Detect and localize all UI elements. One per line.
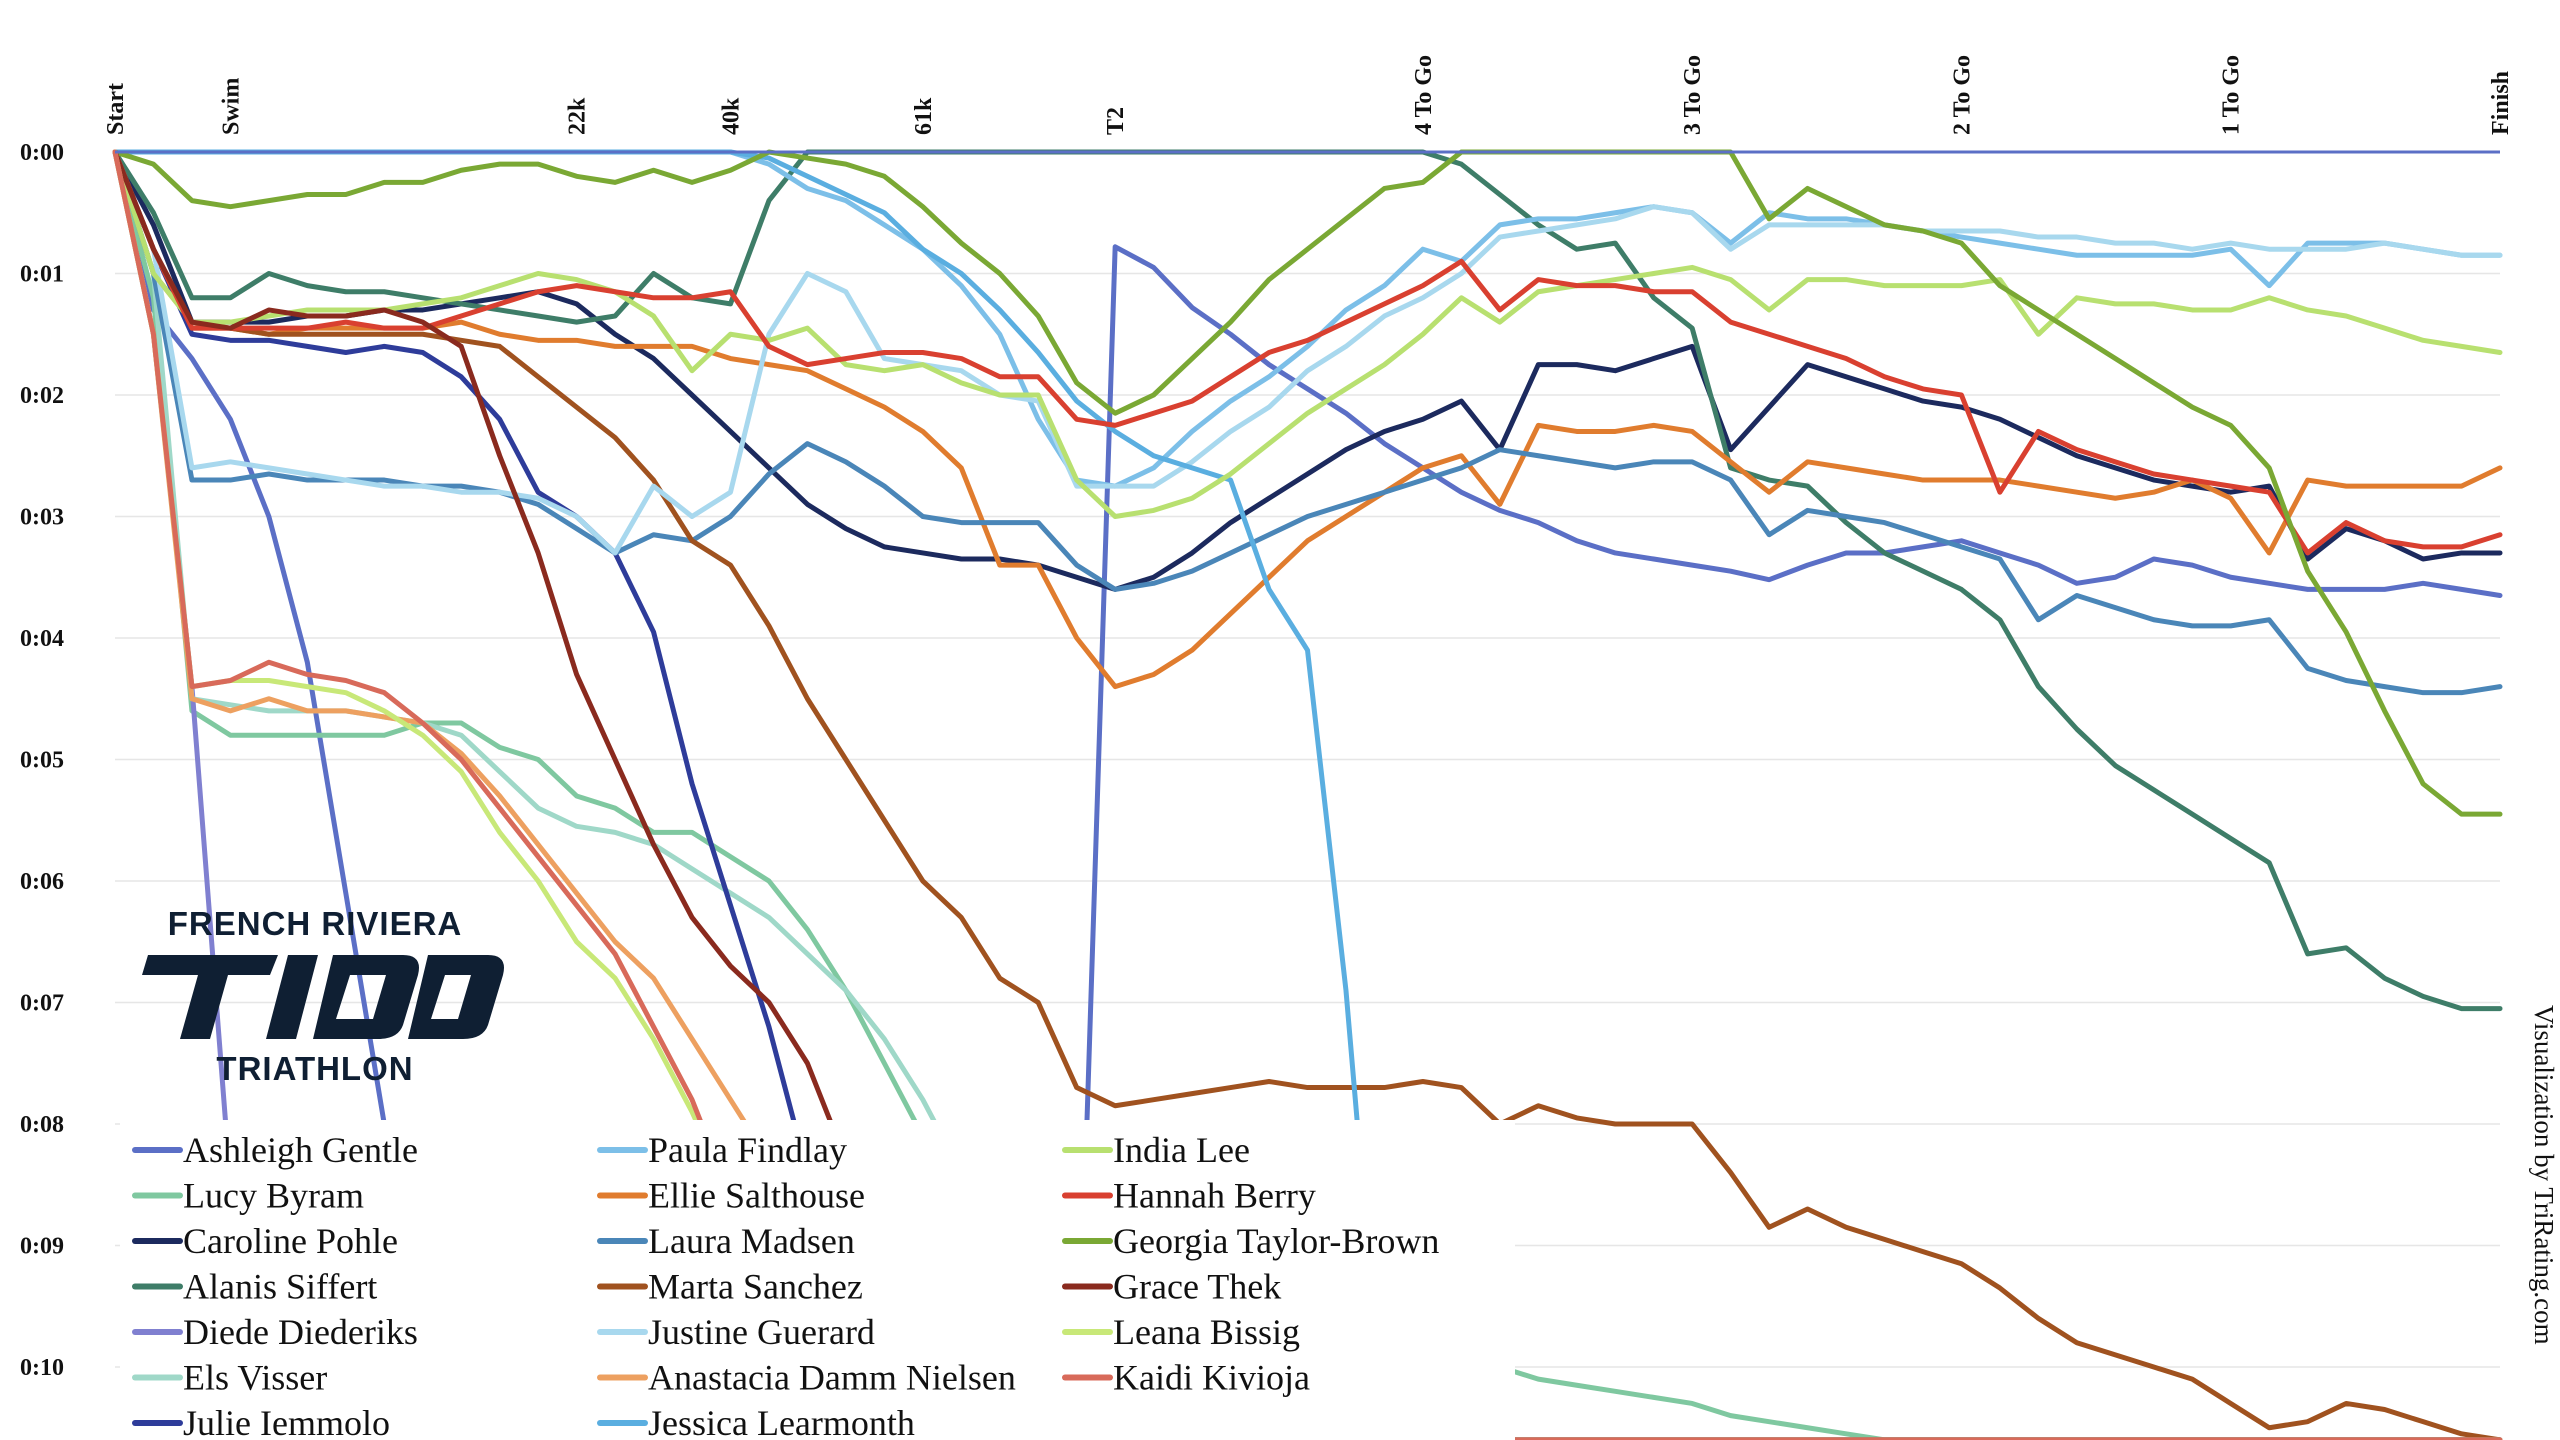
y-tick-label: 0:05 xyxy=(20,748,64,774)
y-tick-label: 0:00 xyxy=(20,140,64,166)
credit-text: Visualization by TriRating.com xyxy=(2529,1005,2559,1345)
legend-label-kaidi-kivioja: Kaidi Kivioja xyxy=(1113,1358,1310,1398)
legend-label-lucy-byram: Lucy Byram xyxy=(183,1176,364,1216)
legend-label-grace-thek: Grace Thek xyxy=(1113,1267,1281,1307)
legend-label-marta-sanchez: Marta Sanchez xyxy=(648,1267,863,1307)
event-logo: FRENCH RIVIERA TRIATHLON xyxy=(120,905,520,1105)
series-line-hannah-berry xyxy=(112,149,2503,556)
legend-label-diede-diederiks: Diede Diederiks xyxy=(183,1312,418,1352)
legend-label-julie-iemmolo: Julie Iemmolo xyxy=(183,1403,390,1440)
legend-label-leana-bissig: Leana Bissig xyxy=(1113,1312,1300,1352)
y-tick-label: 0:08 xyxy=(20,1112,64,1138)
legend-label-georgia-taylor-brown: Georgia Taylor-Brown xyxy=(1113,1221,1439,1261)
legend-label-paula-findlay: Paula Findlay xyxy=(648,1130,847,1170)
legend-label-india-lee: India Lee xyxy=(1113,1130,1250,1170)
logo-line1: FRENCH RIVIERA xyxy=(167,905,463,942)
series-line-paula-findlay xyxy=(112,149,2503,489)
x-tick-label: Swim xyxy=(218,78,244,135)
y-tick-label: 0:02 xyxy=(20,383,64,409)
legend-label-justine-guerard: Justine Guerard xyxy=(648,1312,875,1352)
legend-label-alanis-siffert: Alanis Siffert xyxy=(183,1267,377,1307)
legend-label-anastacia-damm-nielsen: Anastacia Damm Nielsen xyxy=(648,1358,1016,1398)
y-axis: 0:00 0:01 0:02 0:03 0:04 0:05 0:06 0:07 0:08 0:09… xyxy=(20,140,64,1381)
series-line-alanis-siffert xyxy=(112,149,2503,1012)
x-tick-label: 22k xyxy=(565,97,591,135)
x-tick-label: 4 To Go xyxy=(1411,55,1437,135)
legend-label-ashleigh-gentle: Ashleigh Gentle xyxy=(183,1130,418,1170)
x-tick-label: 2 To Go xyxy=(1949,55,1975,135)
y-tick-label: 0:09 xyxy=(20,1234,64,1260)
x-tick-label: 61k xyxy=(911,97,937,135)
y-tick-label: 0:10 xyxy=(20,1355,64,1381)
legend-label-laura-madsen: Laura Madsen xyxy=(648,1221,855,1261)
x-tick-label: 40k xyxy=(718,97,744,135)
series-line-ellie-salthouse xyxy=(112,149,2503,690)
series-line-india-lee xyxy=(112,149,2503,519)
legend: Ashleigh Gentle Lucy Byram Caroline Pohle A… xyxy=(132,1130,1439,1440)
logo-line3: TRIATHLON xyxy=(216,1050,414,1087)
series-line-caroline-pohle xyxy=(112,149,2503,592)
series-line-georgia-taylor-brown xyxy=(112,149,2503,817)
x-tick-label: Finish xyxy=(2488,71,2514,135)
legend-label-ellie-salthouse: Ellie Salthouse xyxy=(648,1176,865,1216)
y-tick-label: 0:04 xyxy=(20,626,64,652)
x-tick-label: Start xyxy=(103,83,129,135)
x-axis: Start Swim 22k 40k 61k T2 4 To Go 3 To Go 2 To G… xyxy=(103,55,2514,135)
x-tick-label: 3 To Go xyxy=(1680,55,1706,135)
y-tick-label: 0:06 xyxy=(20,869,64,895)
legend-background xyxy=(120,1120,1515,1440)
y-tick-label: 0:03 xyxy=(20,505,64,531)
y-tick-label: 0:01 xyxy=(20,262,64,288)
x-tick-label: T2 xyxy=(1103,107,1129,135)
legend-label-hannah-berry: Hannah Berry xyxy=(1113,1176,1316,1216)
series-line-marta-sanchez xyxy=(112,149,2503,1440)
legend-label-els-visser: Els Visser xyxy=(183,1358,327,1398)
legend-label-jessica-learmonth: Jessica Learmonth xyxy=(648,1403,915,1440)
y-tick-label: 0:07 xyxy=(20,991,64,1017)
legend-label-caroline-pohle: Caroline Pohle xyxy=(183,1221,398,1261)
t100-logo-icon xyxy=(142,955,504,1039)
series-line-laura-madsen xyxy=(112,149,2503,696)
x-tick-label: 1 To Go xyxy=(2219,55,2245,135)
